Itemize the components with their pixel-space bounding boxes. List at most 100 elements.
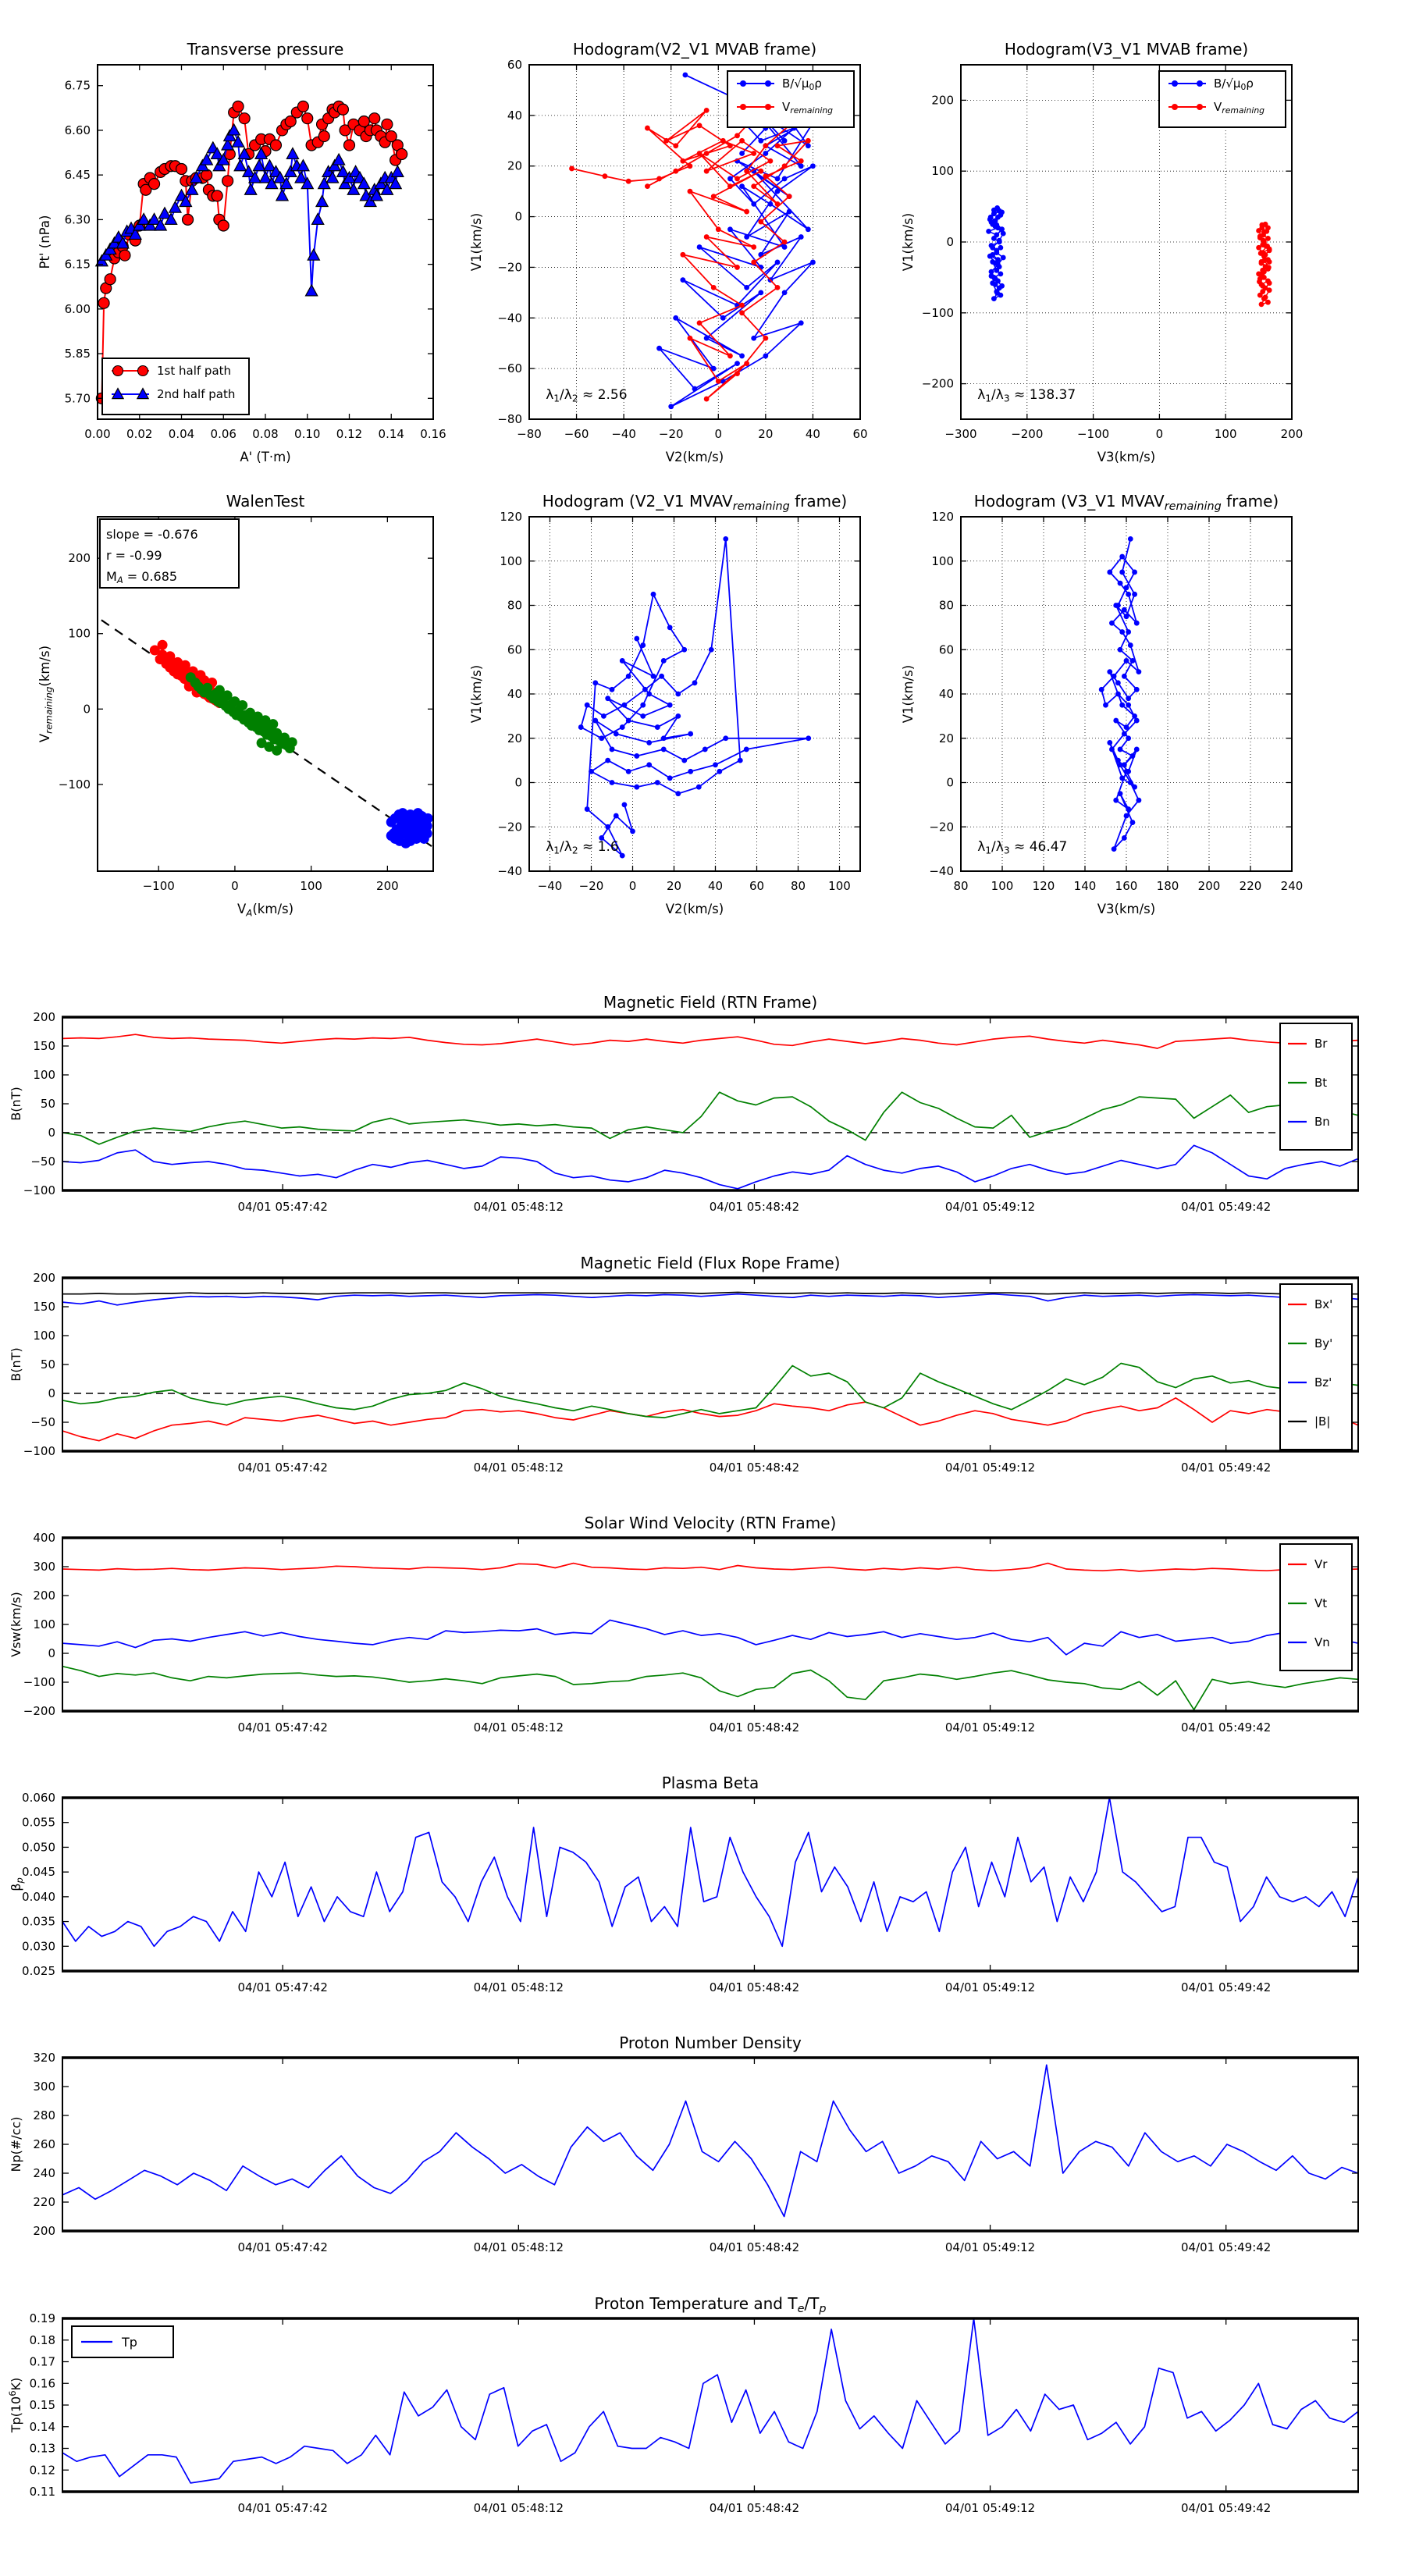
y-tick-label: 0.060 <box>22 1791 55 1805</box>
x-tick-label: 0.06 <box>211 427 237 441</box>
panel-magnetic-field-flux-rope: 04/01 05:47:42 04/01 05:48:12 04/01 05:48:… <box>9 1254 1359 1475</box>
y-tick-label: 320 <box>33 2051 55 2065</box>
x-tick-label: 0.00 <box>84 427 110 441</box>
y-tick-label: 40 <box>507 687 522 701</box>
info-line: slope = -0.676 <box>106 527 198 542</box>
eigenvalue-annotation: λ1/λ2 ≈ 2.56 <box>546 387 627 404</box>
y-tick-label: −20 <box>497 820 522 834</box>
x-tick-label: 100 <box>300 879 322 893</box>
panel-title: Magnetic Field (RTN Frame) <box>603 993 817 1012</box>
series-middle-points <box>185 672 297 756</box>
x-tick-label: 80 <box>953 879 968 893</box>
y-tick-label: −200 <box>23 1704 55 1718</box>
y-tick-label: 20 <box>507 731 522 745</box>
x-tick-label: −60 <box>564 427 589 441</box>
panel-hodogram-v3v1-mvab: −300 −200 −100 0 100 200 −200 −100 0 100 200 Hodogr… <box>901 40 1303 464</box>
y-tick-label: 200 <box>931 93 954 107</box>
series-Bn <box>62 1144 1359 1190</box>
legend-label: Vn <box>1314 1635 1330 1649</box>
x-tick-label: 0.16 <box>420 427 446 441</box>
y-tick-label: 5.85 <box>65 347 91 361</box>
time-tick-label: 04/01 05:47:42 <box>238 2240 328 2254</box>
legend-label: Tp <box>121 2335 137 2350</box>
x-tick-label: −40 <box>611 427 636 441</box>
y-tick-label: 6.60 <box>65 123 91 137</box>
x-axis-label: V3(km/s) <box>1097 450 1155 464</box>
time-tick-label: 04/01 05:48:42 <box>710 1461 799 1475</box>
y-tick-label: 0.11 <box>30 2485 55 2499</box>
y-tick-label: 0.055 <box>22 1816 55 1830</box>
legend-label: Vr <box>1314 1557 1328 1571</box>
y-tick-label: −100 <box>23 1444 55 1458</box>
series-V-remaining-hodogram <box>578 535 812 859</box>
y-tick-label: −50 <box>30 1155 55 1169</box>
legend-label: Vremaining <box>782 100 833 116</box>
panel-title: Transverse pressure <box>187 40 344 59</box>
y-tick-label: 200 <box>68 551 91 565</box>
y-tick-label: 0.15 <box>30 2398 55 2412</box>
time-tick-label: 04/01 05:47:42 <box>238 1980 328 1994</box>
legend-label: B/√μ0ρ <box>1214 76 1254 92</box>
y-tick-label: 150 <box>33 1300 55 1314</box>
time-tick-label: 04/01 05:48:12 <box>474 1200 564 1214</box>
y-tick-label: 120 <box>931 510 954 524</box>
panel-title: Plasma Beta <box>662 1774 759 1792</box>
x-tick-label: 160 <box>1115 879 1138 893</box>
y-tick-label: 0 <box>514 776 522 790</box>
y-tick-label: 100 <box>33 1329 55 1343</box>
y-tick-label: 0.025 <box>22 1964 55 1978</box>
series-Bt <box>62 1091 1359 1145</box>
y-tick-label: 6.15 <box>65 258 91 272</box>
y-axis-label: Tp(106K) <box>7 2378 23 2434</box>
y-tick-label: 100 <box>68 627 91 641</box>
y-tick-label: 80 <box>939 599 954 613</box>
panel-proton-number-density: 04/01 05:47:42 04/01 05:48:12 04/01 05:48:… <box>9 2033 1359 2254</box>
x-tick-label: −100 <box>143 879 175 893</box>
panel-title: WalenTest <box>226 492 305 511</box>
legend: Vr Vt Vn <box>1279 1543 1353 1671</box>
x-tick-label: −300 <box>944 427 976 441</box>
y-tick-label: 200 <box>33 2224 55 2238</box>
y-tick-label: 0.13 <box>30 2442 55 2456</box>
x-tick-label: −20 <box>659 427 684 441</box>
legend: B/√μ0ρ Vremaining <box>727 70 855 128</box>
legend-label: Bn <box>1314 1115 1330 1129</box>
y-tick-label: 0 <box>83 702 91 716</box>
time-tick-label: 04/01 05:49:42 <box>1181 1720 1271 1735</box>
y-tick-label: 300 <box>33 1560 55 1574</box>
time-tick-label: 04/01 05:48:12 <box>474 1980 564 1994</box>
legend-label: 2nd half path <box>157 387 235 401</box>
panel-title: Hodogram(V2_V1 MVAB frame) <box>573 40 816 59</box>
x-tick-label: −200 <box>1011 427 1043 441</box>
x-axis-label: V3(km/s) <box>1097 902 1155 916</box>
time-tick-label: 04/01 05:49:42 <box>1181 1461 1271 1475</box>
y-tick-label: 0 <box>946 776 954 790</box>
panel-walen-test: −100 0 100 200 −100 0 100 200 WalenTest VA(km/s) V… <box>37 492 434 918</box>
panel-title: Solar Wind Velocity (RTN Frame) <box>585 1514 837 1532</box>
x-tick-label: 200 <box>1198 879 1221 893</box>
legend-label: Br <box>1314 1037 1328 1051</box>
time-tick-label: 04/01 05:49:12 <box>945 1200 1035 1214</box>
axes-frame <box>62 2318 1359 2492</box>
series-2nd-half-path <box>94 123 404 297</box>
series-B-magnitude <box>62 1291 1358 1295</box>
time-tick-label: 04/01 05:48:12 <box>474 1461 564 1475</box>
series-V-remaining <box>569 107 811 402</box>
eigenvalue-annotation: λ1/λ3 ≈ 138.37 <box>977 387 1076 404</box>
y-tick-label: 6.75 <box>65 79 91 93</box>
y-tick-label: 0.12 <box>30 2463 55 2477</box>
x-axis-label: V2(km/s) <box>666 902 724 916</box>
y-tick-label: 0.040 <box>22 1890 55 1904</box>
x-tick-label: 0.04 <box>169 427 194 441</box>
y-tick-label: 100 <box>931 164 954 178</box>
time-tick-label: 04/01 05:48:12 <box>474 2240 564 2254</box>
time-tick-label: 04/01 05:47:42 <box>238 2501 328 2515</box>
y-tick-label: −100 <box>23 1675 55 1689</box>
y-tick-label: 280 <box>33 2108 55 2122</box>
x-tick-label: 80 <box>791 879 806 893</box>
y-tick-label: 6.00 <box>65 302 91 316</box>
legend-label: 1st half path <box>157 364 231 378</box>
y-tick-label: 40 <box>507 109 522 123</box>
info-line: r = -0.99 <box>106 548 162 563</box>
